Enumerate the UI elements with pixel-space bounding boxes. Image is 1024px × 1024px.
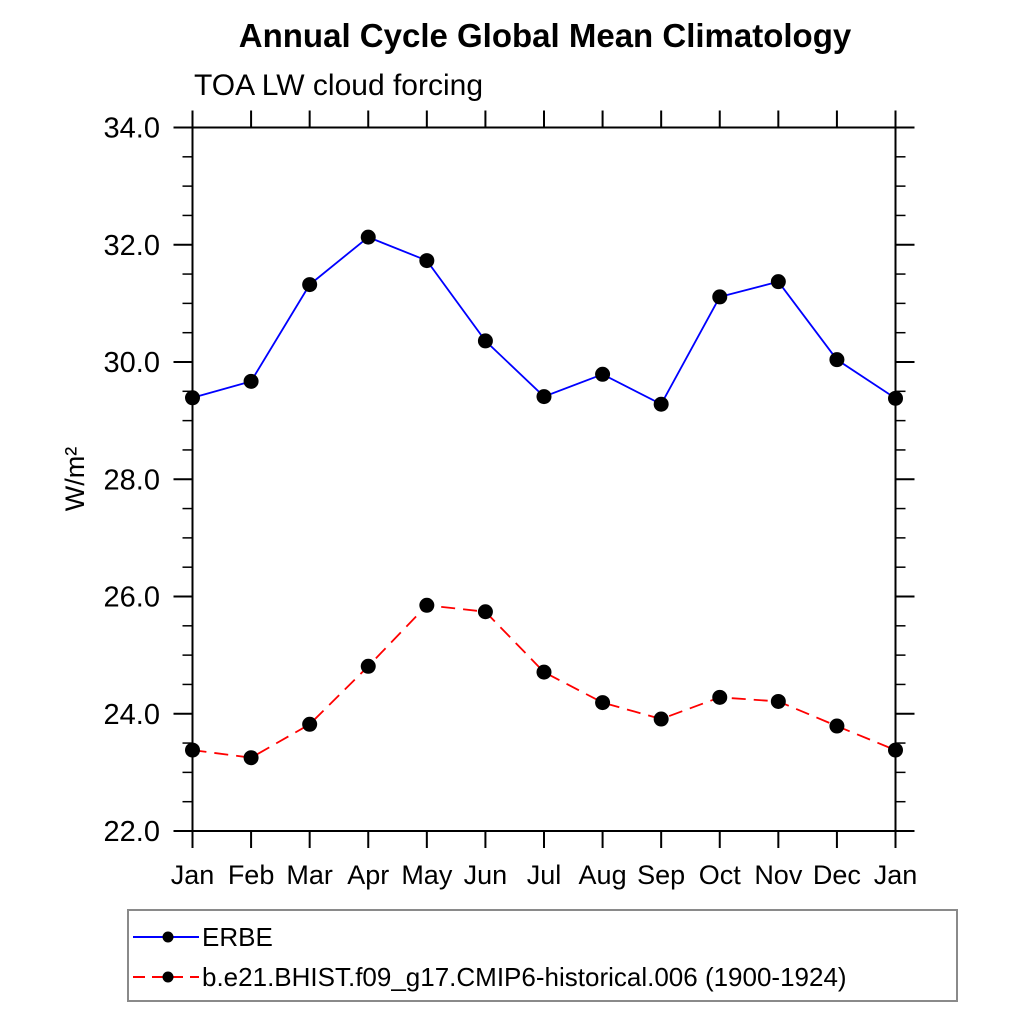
y-tick-label: 24.0: [104, 699, 160, 731]
x-tick-label: Aug: [579, 860, 627, 890]
series-0-line: [192, 236, 896, 406]
x-tick-label: Jul: [527, 860, 562, 890]
series-1-marker: [536, 664, 552, 680]
series-0-marker: [712, 289, 728, 305]
series-1-marker: [419, 597, 435, 613]
y-tick-label: 32.0: [104, 230, 160, 262]
y-tick-label: 26.0: [104, 582, 160, 614]
x-tick-label: Oct: [699, 860, 742, 890]
chart-subtitle: TOA LW cloud forcing: [194, 69, 484, 102]
y-tick-label: 30.0: [104, 347, 160, 379]
x-tick-label: Jan: [874, 860, 918, 890]
series-1-marker: [185, 742, 200, 758]
series-0-marker: [419, 253, 435, 269]
series-0-marker: [595, 366, 611, 382]
x-tick-label: Feb: [228, 860, 275, 890]
series-0-marker: [536, 389, 552, 405]
legend-label-model: b.e21.BHIST.f09_g17.CMIP6-historical.006…: [202, 961, 847, 992]
legend-entry-model: b.e21.BHIST.f09_g17.CMIP6-historical.006…: [132, 962, 847, 992]
series-0-marker: [653, 396, 669, 412]
series-1-marker: [477, 604, 493, 620]
x-tick-label: Mar: [286, 860, 333, 890]
chart-title: Annual Cycle Global Mean Climatology: [238, 17, 852, 54]
x-tick-label: Jun: [464, 860, 508, 890]
series-1-line: [192, 604, 896, 759]
series-1-marker: [595, 695, 611, 711]
legend-label-erbe: ERBE: [202, 921, 273, 952]
series-1-marker: [360, 658, 376, 674]
series-0-marker: [360, 229, 376, 245]
x-tick-label: Nov: [754, 860, 803, 890]
series-0-marker: [243, 373, 259, 389]
series-1-marker: [653, 711, 669, 727]
x-tick-label: Dec: [813, 860, 861, 890]
y-tick-label: 28.0: [104, 464, 160, 496]
x-tick-label: Apr: [347, 860, 389, 890]
y-tick-label: 22.0: [104, 816, 160, 848]
series-0-marker: [185, 390, 200, 406]
x-tick-label: Sep: [637, 860, 685, 890]
plot-frame: [191, 126, 897, 832]
series-0-marker: [829, 352, 845, 368]
legend: ERBE b.e21.BHIST.f09_g17.CMIP6-historica…: [127, 909, 958, 1002]
series-0-marker: [770, 274, 786, 290]
model-marker-icon: [162, 971, 174, 983]
x-tick-label: May: [401, 860, 453, 890]
erbe-line-sample: [133, 931, 199, 943]
series-0-marker: [888, 390, 903, 406]
series-0-marker: [302, 277, 318, 293]
legend-entry-erbe: ERBE: [132, 922, 273, 952]
x-tick-label: Jan: [171, 860, 215, 890]
series-0-marker: [477, 333, 493, 349]
series-1-marker: [888, 742, 903, 758]
series-1-marker: [829, 718, 845, 734]
y-tick-label: 34.0: [104, 113, 160, 145]
series-1-marker: [243, 750, 259, 766]
model-line-sample: [133, 971, 199, 983]
series-1-marker: [712, 689, 728, 705]
erbe-marker-icon: [162, 931, 174, 943]
series-1-marker: [770, 693, 786, 709]
series-1-marker: [302, 716, 318, 732]
